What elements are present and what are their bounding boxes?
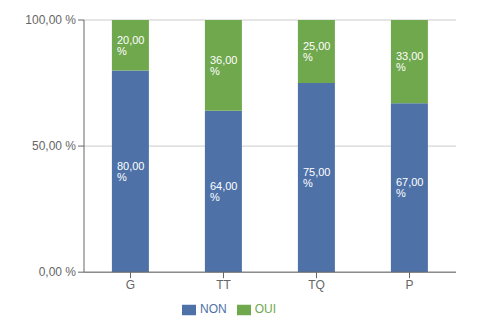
svg-text:75,00%: 75,00% <box>303 166 331 189</box>
svg-text:64,00%: 64,00% <box>210 180 238 203</box>
svg-text:P: P <box>405 278 413 292</box>
svg-text:0,00 %: 0,00 % <box>39 265 77 279</box>
svg-text:100,00 %: 100,00 % <box>25 13 76 27</box>
svg-text:G: G <box>126 278 135 292</box>
svg-text:25,00%: 25,00% <box>303 40 331 63</box>
svg-text:80,00%: 80,00% <box>117 160 145 183</box>
svg-text:TT: TT <box>216 278 231 292</box>
svg-text:67,00%: 67,00% <box>396 176 424 199</box>
svg-text:50,00 %: 50,00 % <box>32 139 76 153</box>
svg-text:33,00%: 33,00% <box>396 50 424 73</box>
svg-text:20,00%: 20,00% <box>117 34 145 57</box>
svg-text:36,00%: 36,00% <box>210 54 238 77</box>
html-text:NON: NON <box>200 302 227 317</box>
html-text:OUI: OUI <box>254 302 276 317</box>
svg-text:TQ: TQ <box>308 278 325 292</box>
